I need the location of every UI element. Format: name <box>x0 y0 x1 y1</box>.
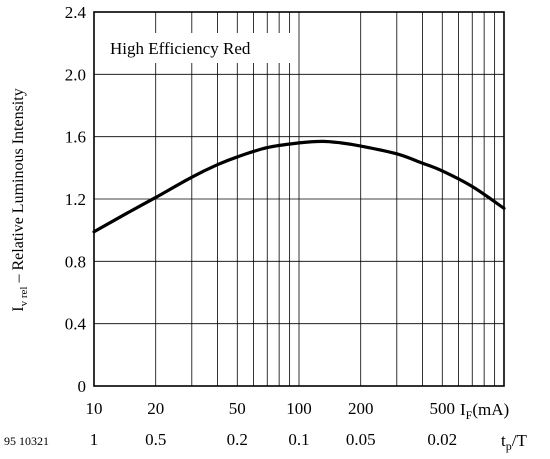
x-axis-label-sub: F <box>466 408 473 422</box>
duty-axis-label-rest: /T <box>512 431 528 450</box>
x-axis-label-main: I <box>460 400 466 419</box>
x-tick-label: 500 <box>430 399 456 418</box>
y-tick-label: 0.8 <box>65 252 86 271</box>
annotation-box <box>104 33 294 63</box>
duty-tick-label: 0.05 <box>346 430 376 449</box>
duty-axis-label-sub: p <box>506 439 512 453</box>
duty-tick-label: 0.02 <box>427 430 457 449</box>
annotation-label: High Efficiency Red <box>110 39 251 58</box>
duty-tick-label: 0.1 <box>288 430 309 449</box>
y-tick-label: 1.6 <box>65 128 86 147</box>
grid-lines <box>94 12 504 386</box>
duty-tick-label: 1 <box>90 430 99 449</box>
duty-axis-label: tp/T <box>501 431 527 453</box>
x-tick-labels: 10 20 50 100 200 500 <box>86 399 456 418</box>
y-tick-label: 1.2 <box>65 190 86 209</box>
series-line <box>92 139 506 234</box>
y-tick-label: 2.4 <box>65 3 87 22</box>
y-tick-labels: 0 0.4 0.8 1.2 1.6 2.0 2.4 <box>65 3 87 396</box>
x-tick-label: 20 <box>147 399 164 418</box>
y-tick-label: 2.0 <box>65 65 86 84</box>
plot-frame <box>93 11 505 387</box>
duty-cycle-labels: 1 0.5 0.2 0.1 0.05 0.02 <box>90 430 457 449</box>
duty-tick-label: 0.5 <box>145 430 166 449</box>
x-axis-label-rest: (mA) <box>472 400 509 419</box>
duty-axis-label-main: t <box>501 431 506 450</box>
x-axis-label: IF(mA) <box>460 400 509 422</box>
x-tick-label: 100 <box>286 399 312 418</box>
figure-id: 95 10321 <box>4 434 49 448</box>
y-tick-label: 0 <box>78 377 87 396</box>
y-axis-label-main: I <box>10 306 27 311</box>
y-tick-label: 0.4 <box>65 315 87 334</box>
y-axis-label-rest: – Relative Luminous Intensity <box>10 88 27 286</box>
y-axis-label-sub: v rel <box>18 287 30 307</box>
x-tick-label: 10 <box>86 399 103 418</box>
x-tick-label: 200 <box>348 399 374 418</box>
duty-tick-label: 0.2 <box>227 430 248 449</box>
x-tick-label: 50 <box>229 399 246 418</box>
y-axis-label: Iv rel – Relative Luminous Intensity <box>10 88 30 311</box>
